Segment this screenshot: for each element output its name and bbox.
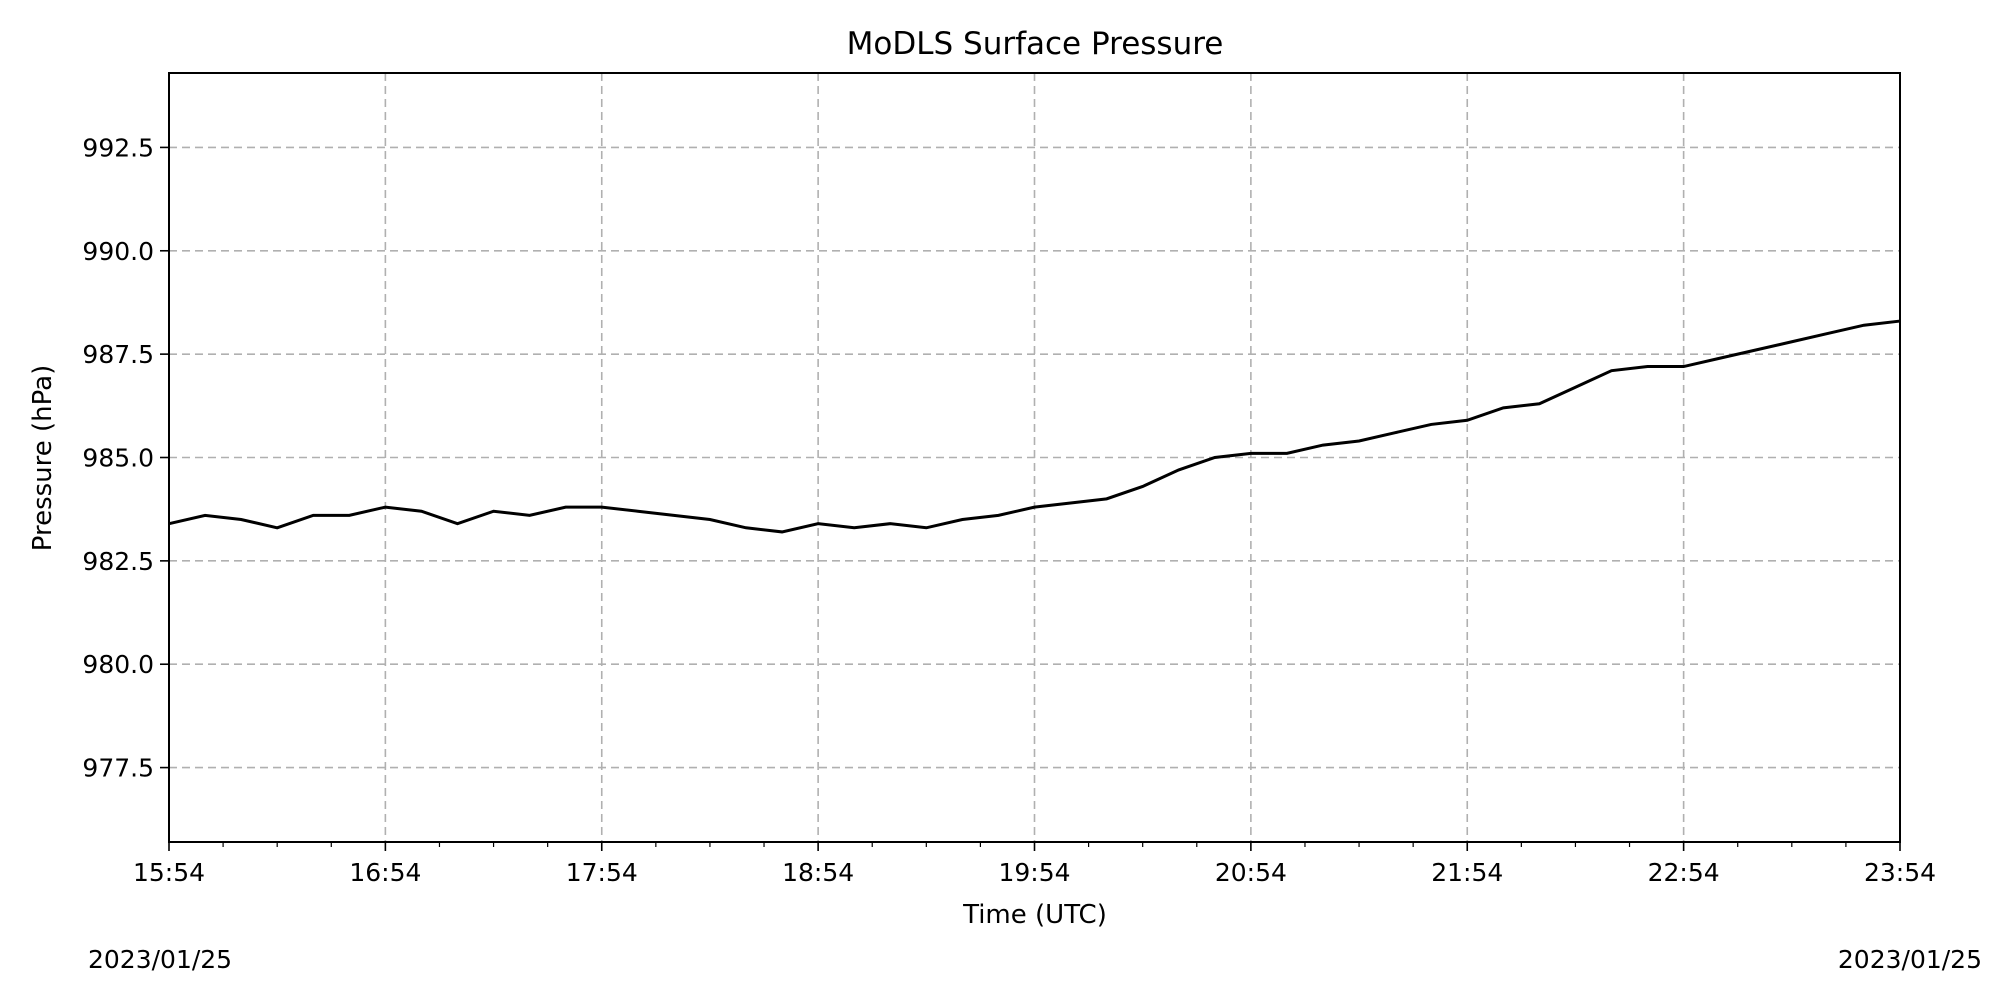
y-tick-label: 992.5 bbox=[82, 133, 154, 162]
start-date-label: 2023/01/25 bbox=[88, 945, 232, 974]
y-tick-label: 980.0 bbox=[82, 650, 154, 679]
x-tick-label: 15:54 bbox=[133, 858, 205, 887]
x-axis-ticks: 15:54 16:54 17:54 18:54 19:54 20:54 21:54 22:54… bbox=[133, 842, 1936, 887]
y-axis-label: Pressure (hPa) bbox=[28, 365, 58, 552]
x-tick-label: 16:54 bbox=[349, 858, 421, 887]
x-tick-label: 22:54 bbox=[1648, 858, 1720, 887]
x-axis-label: Time (UTC) bbox=[962, 900, 1107, 930]
x-tick-label: 21:54 bbox=[1431, 858, 1503, 887]
y-tick-label: 990.0 bbox=[82, 237, 154, 266]
pressure-series-line bbox=[168, 319, 1901, 534]
y-tick-label: 982.5 bbox=[82, 547, 154, 576]
x-tick-label: 17:54 bbox=[566, 858, 638, 887]
x-tick-label: 23:54 bbox=[1864, 858, 1936, 887]
end-date-label: 2023/01/25 bbox=[1838, 945, 1982, 974]
x-tick-label: 20:54 bbox=[1215, 858, 1287, 887]
y-tick-label: 985.0 bbox=[82, 444, 154, 473]
series-layer bbox=[168, 319, 1901, 534]
y-tick-label: 977.5 bbox=[82, 754, 154, 783]
y-axis-ticks: 977.5 980.0 982.5 985.0 987.5 990.0 992.5 bbox=[82, 133, 169, 783]
y-tick-label: 987.5 bbox=[82, 340, 154, 369]
x-tick-label: 18:54 bbox=[782, 858, 854, 887]
chart-title: MoDLS Surface Pressure bbox=[847, 26, 1224, 62]
grid-lines bbox=[168, 73, 1901, 842]
x-tick-label: 19:54 bbox=[998, 858, 1070, 887]
